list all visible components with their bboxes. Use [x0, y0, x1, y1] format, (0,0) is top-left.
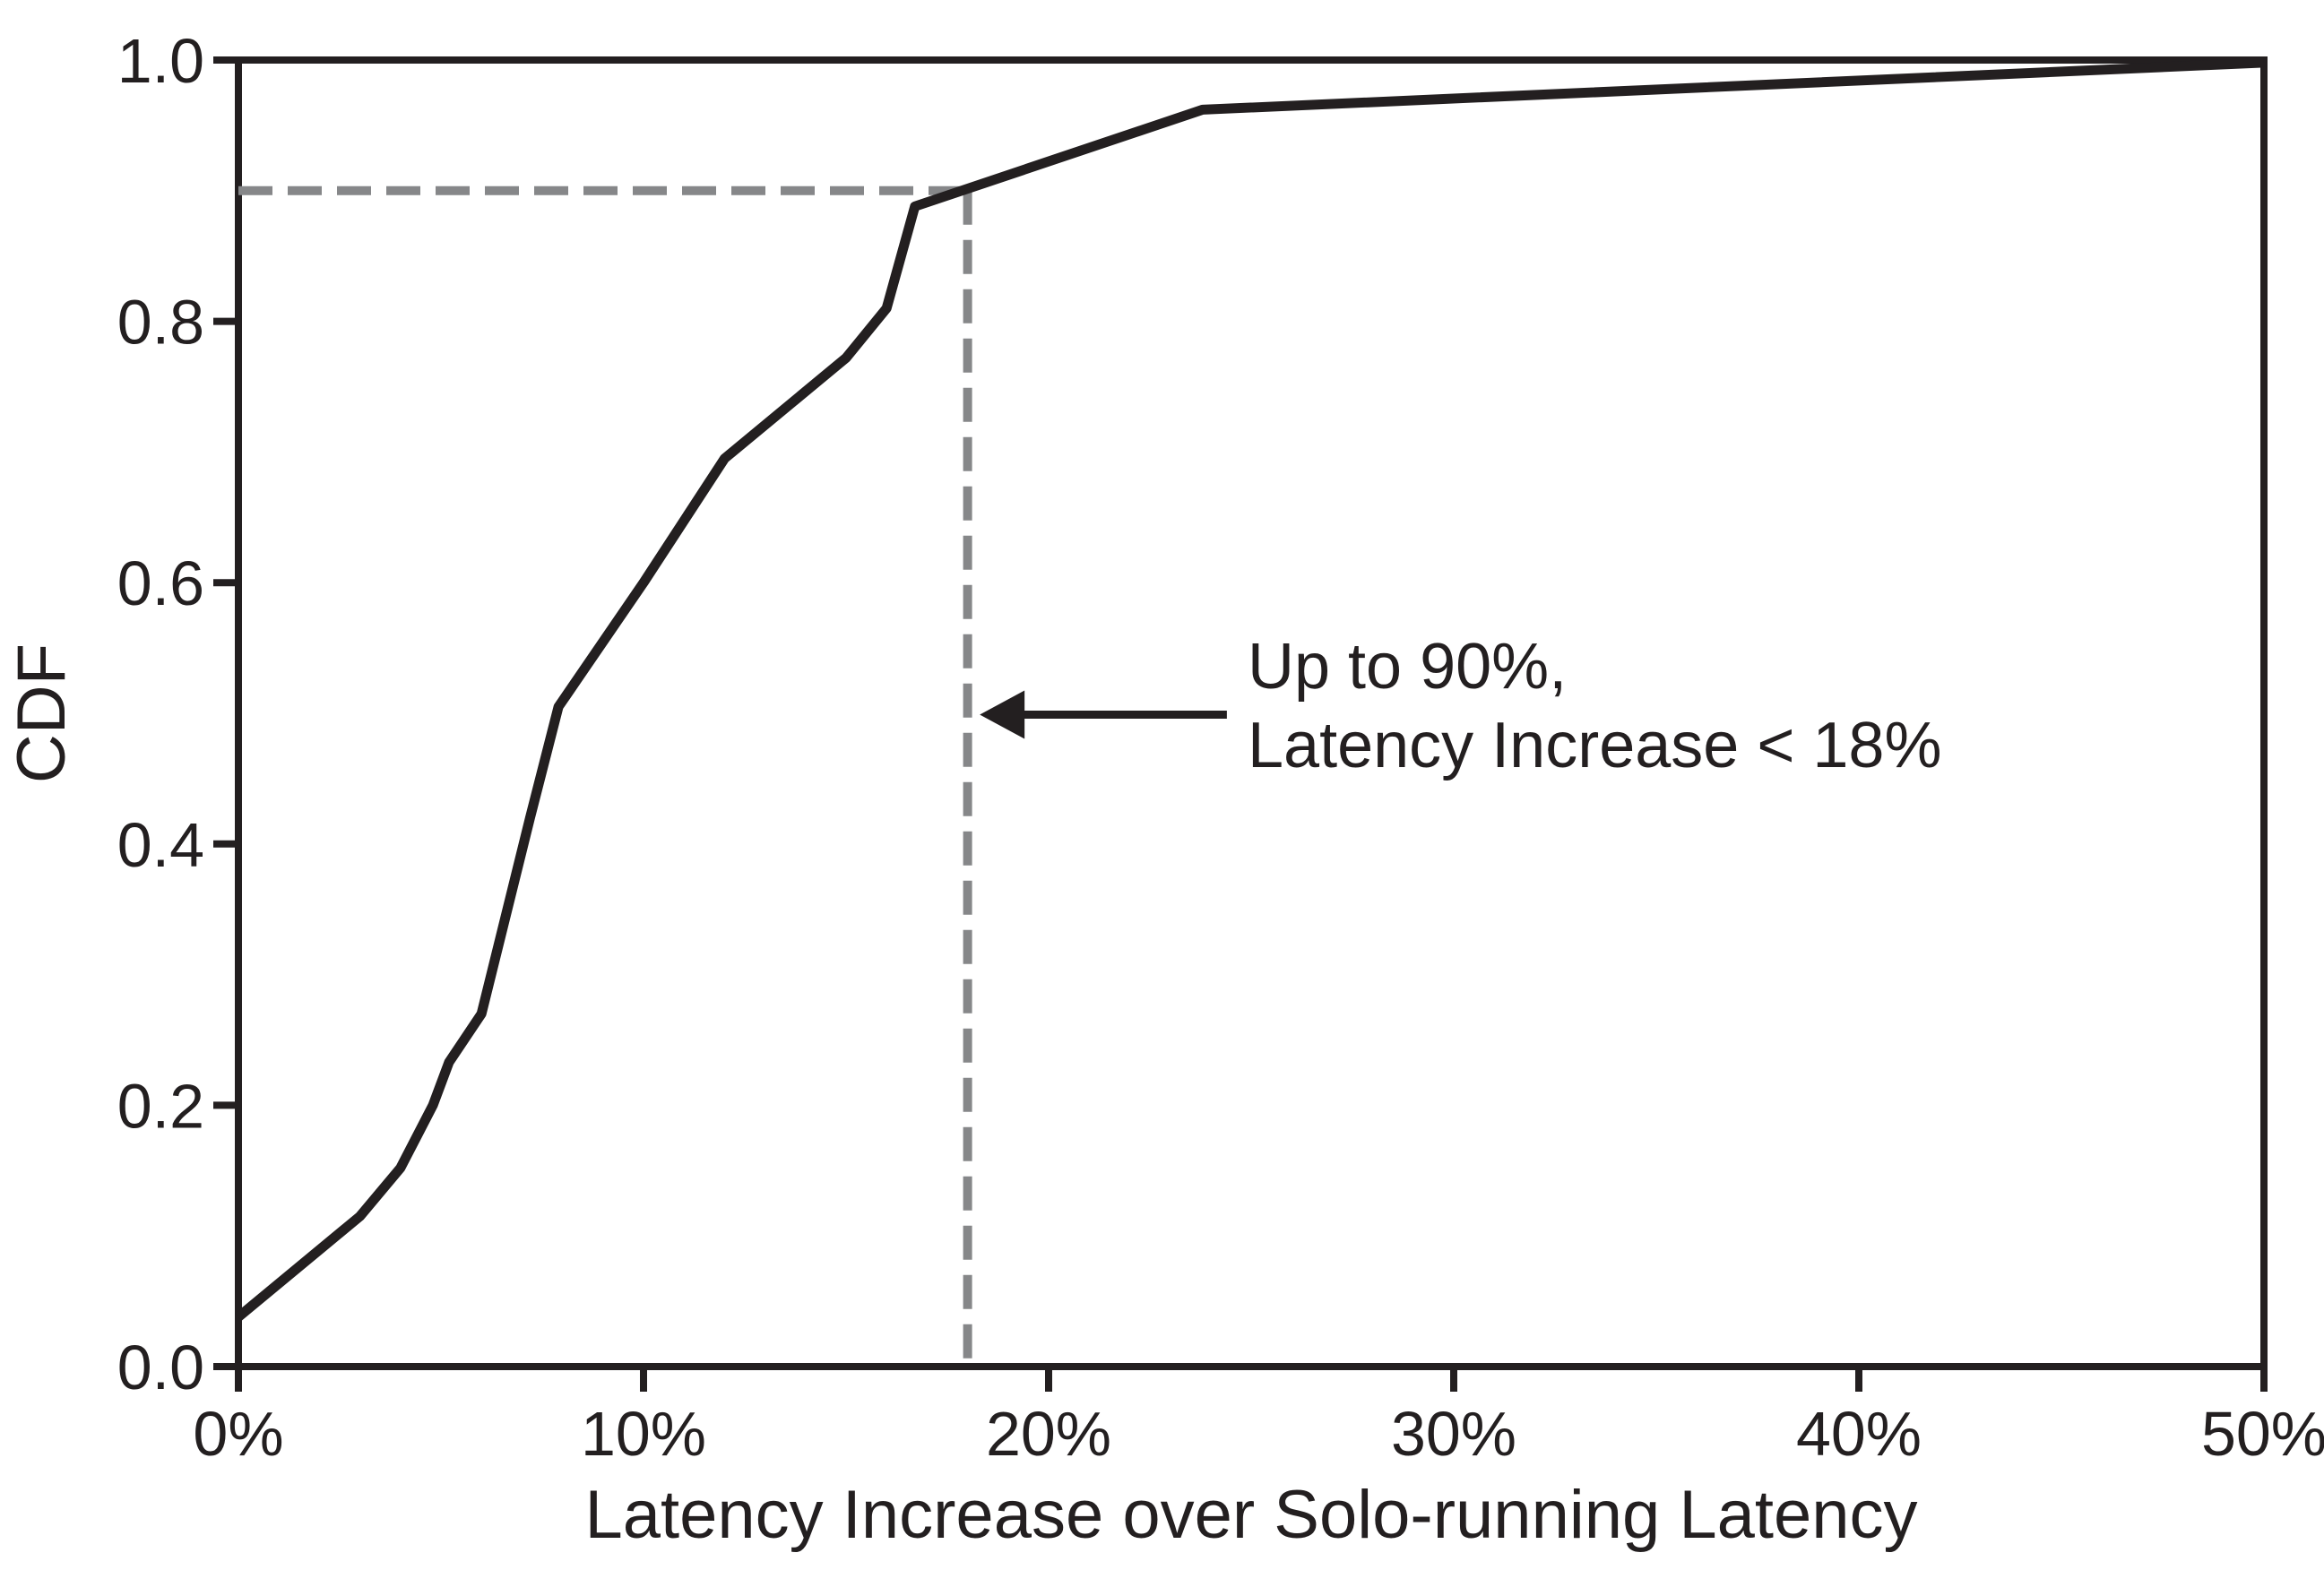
plot-border	[235, 56, 2268, 1370]
y-axis-label: CDF	[4, 643, 80, 783]
y-axis-ticks: 0.0 0.2 0.4 0.6 0.8 1.0	[117, 26, 238, 1402]
x-tick-label: 10%	[581, 1399, 706, 1469]
x-axis-label: Latency Increase over Solo-running Laten…	[584, 1477, 1917, 1553]
y-tick-label: 0.0	[117, 1333, 204, 1402]
y-tick-label: 1.0	[117, 26, 204, 96]
reference-lines	[238, 185, 972, 1367]
x-tick-label: 30%	[1391, 1399, 1516, 1469]
x-axis-ticks: 0% 10% 20% 30% 40% 50%	[193, 1367, 2324, 1469]
x-tick-label: 0%	[193, 1399, 283, 1469]
annotation-line2: Latency Increase < 18%	[1248, 710, 1942, 781]
cdf-curve	[235, 57, 2265, 1321]
annotation-arrow	[980, 690, 1227, 739]
x-tick-label: 40%	[1796, 1399, 1922, 1469]
arrow-head-icon	[980, 690, 1025, 739]
x-tick-label: 20%	[986, 1399, 1111, 1469]
annotation-line1: Up to 90%,	[1248, 631, 1567, 703]
y-tick-label: 0.2	[117, 1071, 204, 1141]
y-tick-label: 0.4	[117, 810, 204, 880]
x-tick-label: 50%	[2201, 1399, 2324, 1469]
y-tick-label: 0.6	[117, 548, 204, 618]
y-tick-label: 0.8	[117, 288, 204, 358]
